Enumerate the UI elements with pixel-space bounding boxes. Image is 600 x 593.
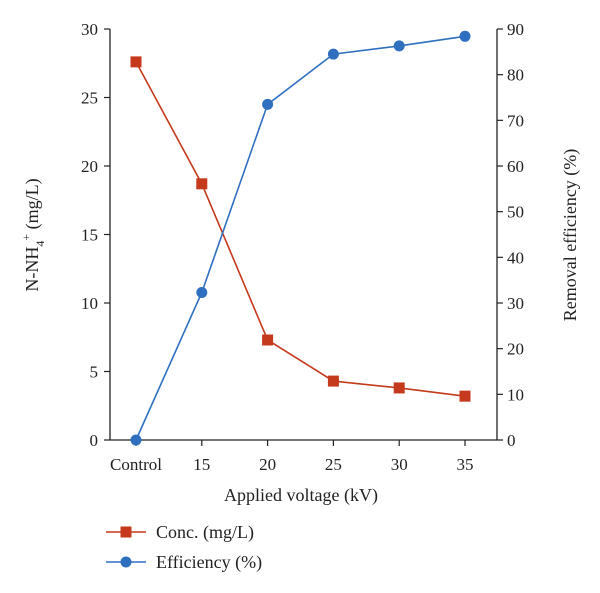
series-0 (130, 56, 471, 402)
left-tick-label: 0 (90, 431, 99, 450)
left-y-axis-title-superscript: + (19, 234, 33, 241)
tick-marks (104, 28, 503, 446)
left-tick-label: 5 (90, 363, 99, 382)
series-0-line (135, 61, 466, 397)
x-tick-label: 35 (457, 455, 474, 474)
right-tick-label: 80 (507, 66, 524, 85)
series-1-line (135, 35, 466, 441)
series-1-point (393, 40, 405, 52)
left-y-axis-title-subscript: 4 (33, 241, 47, 247)
series-1-point (262, 98, 274, 110)
x-tick-label: 20 (259, 455, 276, 474)
left-tick-label: 10 (81, 294, 98, 313)
right-tick-label: 20 (507, 340, 524, 359)
legend: Conc. (mg/L) Efficiency (%) (106, 522, 262, 573)
series-0-point (393, 382, 405, 394)
x-tick-label: Control (110, 455, 162, 474)
series-0-point (130, 56, 142, 68)
legend-marker (120, 526, 132, 538)
x-axis-title: Applied voltage (kV) (224, 485, 378, 506)
legend-label: Conc. (mg/L) (156, 522, 254, 543)
left-y-axis-title: N-NH4+ (mg/L) (19, 178, 47, 291)
series-1-point (327, 48, 339, 60)
series-1-point (196, 286, 208, 298)
right-tick-label: 10 (507, 385, 524, 404)
left-tick-label: 20 (81, 157, 98, 176)
series-0-point (459, 390, 471, 402)
right-tick-label: 90 (507, 20, 524, 39)
right-tick-label: 60 (507, 157, 524, 176)
right-tick-label: 70 (507, 111, 524, 130)
left-tick-label: 15 (81, 226, 98, 245)
left-tick-label: 30 (81, 20, 98, 39)
left-tick-label: 25 (81, 89, 98, 108)
series-0-point (327, 375, 339, 387)
x-tick-label: 15 (193, 455, 210, 474)
legend-marker (120, 556, 132, 568)
series-0-point (196, 178, 208, 190)
x-tick-label: 25 (325, 455, 342, 474)
series-1-point (459, 30, 471, 42)
right-y-axis-title: Removal efficiency (%) (560, 149, 581, 322)
right-tick-label: 50 (507, 203, 524, 222)
plot-area: 0 5 10 15 20 25 30 0 10 20 30 40 50 60 70 80 90 Control 15… (81, 20, 524, 474)
series-layer (130, 30, 471, 446)
series-1 (130, 30, 471, 446)
series-0-point (262, 334, 274, 346)
legend-item: Efficiency (%) (106, 552, 262, 573)
right-tick-label: 40 (507, 248, 524, 267)
x-tick-label: 30 (391, 455, 408, 474)
right-tick-label: 0 (507, 431, 516, 450)
left-y-axis-title-suffix: (mg/L) (22, 178, 43, 234)
right-tick-label: 30 (507, 294, 524, 313)
legend-item: Conc. (mg/L) (106, 522, 254, 543)
series-1-point (130, 434, 142, 446)
left-y-axis-title-prefix: N-NH (22, 247, 42, 292)
legend-label: Efficiency (%) (156, 552, 262, 573)
tick-labels: 0 5 10 15 20 25 30 0 10 20 30 40 50 60 70 80 90 Control 15… (81, 20, 524, 474)
